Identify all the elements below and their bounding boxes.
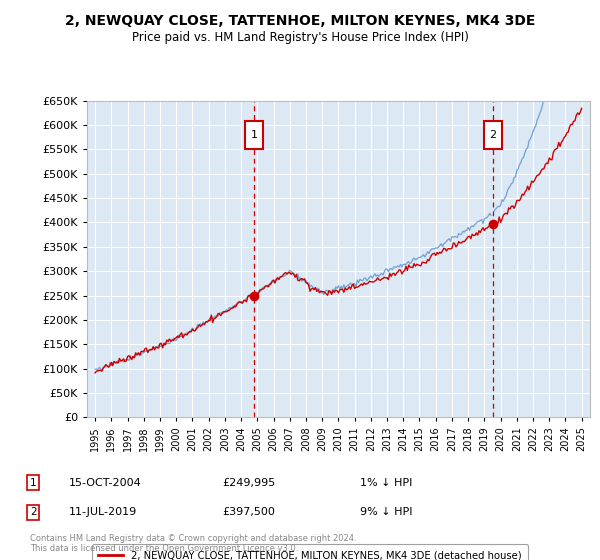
Text: 1: 1 [250, 130, 257, 140]
Bar [245, 122, 263, 148]
Text: 15-OCT-2004: 15-OCT-2004 [69, 478, 142, 488]
Text: 9% ↓ HPI: 9% ↓ HPI [360, 507, 413, 517]
Text: 11-JUL-2019: 11-JUL-2019 [69, 507, 137, 517]
Text: 1: 1 [30, 478, 37, 488]
Legend: 2, NEWQUAY CLOSE, TATTENHOE, MILTON KEYNES, MK4 3DE (detached house), HPI: Avera: 2, NEWQUAY CLOSE, TATTENHOE, MILTON KEYN… [92, 544, 527, 560]
Text: 2: 2 [490, 130, 497, 140]
Text: 2: 2 [30, 507, 37, 517]
Bar [484, 122, 502, 148]
Text: Contains HM Land Registry data © Crown copyright and database right 2024.
This d: Contains HM Land Registry data © Crown c… [30, 534, 356, 553]
Text: £249,995: £249,995 [222, 478, 275, 488]
Text: Price paid vs. HM Land Registry's House Price Index (HPI): Price paid vs. HM Land Registry's House … [131, 31, 469, 44]
Text: £397,500: £397,500 [222, 507, 275, 517]
Text: 2, NEWQUAY CLOSE, TATTENHOE, MILTON KEYNES, MK4 3DE: 2, NEWQUAY CLOSE, TATTENHOE, MILTON KEYN… [65, 14, 535, 28]
Text: 1% ↓ HPI: 1% ↓ HPI [360, 478, 412, 488]
